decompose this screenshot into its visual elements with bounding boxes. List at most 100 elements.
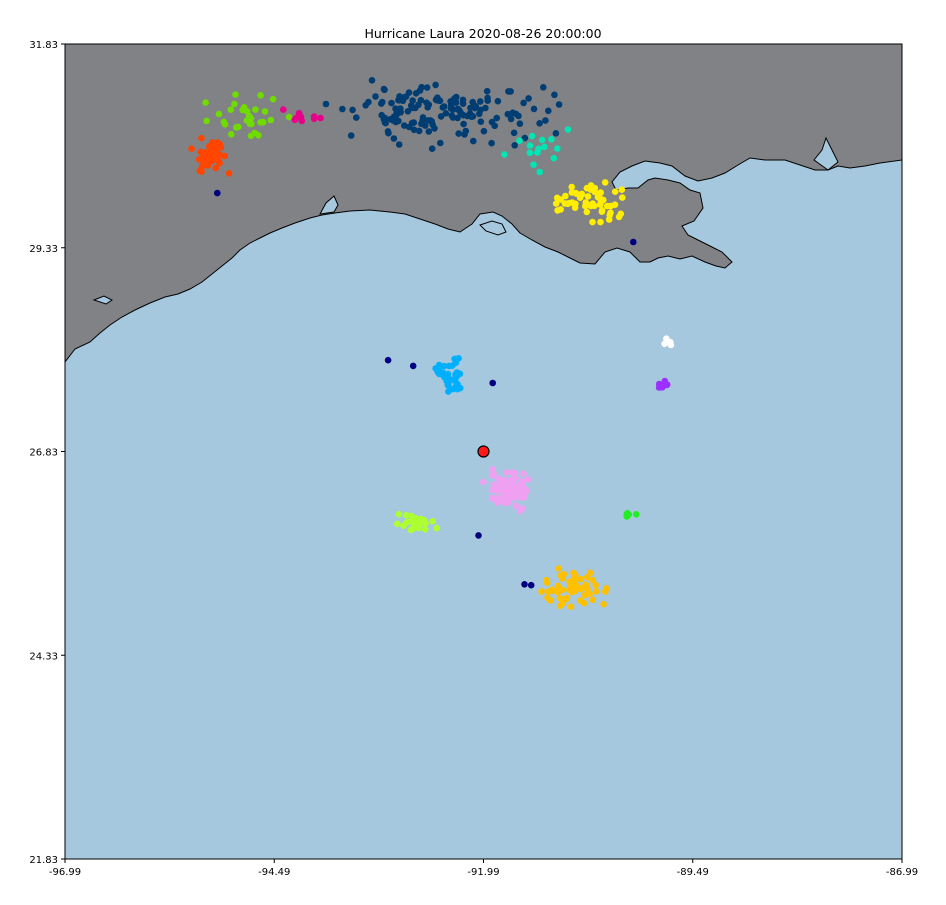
scatter-point-orange-red [204,162,212,169]
scatter-point-dark-blue [368,77,376,84]
scatter-point-chartreuse [231,100,238,108]
scatter-point-yellow [611,188,619,195]
scatter-point-dark-blue [349,106,356,114]
scatter-point-pink [503,495,511,502]
scatter-point-yellow [562,192,569,200]
scatter-point-dark-blue [454,114,461,122]
scatter-point-yellow-green [415,522,423,530]
scatter-point-dark-blue [493,114,501,122]
scatter-point-dark-blue [484,97,492,104]
y-tick-label: 24.33 [29,651,58,662]
scatter-point-chartreuse [285,113,293,121]
scatter-point-dark-blue [379,98,386,106]
scatter-point-white [661,340,668,348]
scatter-point-pink [517,479,525,487]
scatter-point-dark-blue [429,121,437,128]
scatter-point-dark-blue [483,87,491,95]
scatter-point-azure [454,385,461,393]
scatter-point-dark-blue [353,114,360,121]
scatter-point-dark-blue [395,141,403,148]
scatter-point-orange-red [212,164,220,172]
scatter-point-dark-blue [467,104,474,112]
scatter-point-amber [571,588,578,595]
scatter-point-navy [475,532,482,539]
scatter-point-amber [549,587,556,595]
scatter-point-orange-red [201,149,208,156]
scatter-point-amber [569,581,576,588]
scatter-point-pink [520,494,528,501]
scatter-point-azure [446,376,454,383]
scatter-point-dark-blue [408,119,416,127]
scatter-point-orange-red [214,144,222,152]
scatter-point-amber [577,575,584,583]
scatter-point-dark-blue [494,97,502,105]
scatter-point-dark-blue [442,110,450,117]
scatter-point-dark-blue [509,109,516,116]
scatter-point-aqua [554,145,561,152]
coastal-bay [319,195,339,215]
scatter-point-yellow [619,194,626,201]
scatter-point-dark-blue [477,98,484,105]
scatter-point-pink [516,489,524,497]
scatter-point-pink [503,469,510,476]
scatter-point-dark-blue [521,134,529,142]
scatter-point-dark-blue [488,139,495,147]
scatter-point-pink [496,486,504,493]
scatter-point-dark-blue [423,99,430,106]
scatter-point-yellow [557,196,564,203]
scatter-point-dark-blue [433,96,441,104]
scatter-point-orange-red [208,154,216,161]
scatter-point-dark-blue [390,113,398,120]
scatter-point-orange-red [215,157,222,165]
scatter-point-chartreuse [246,120,254,128]
scatter-point-yellow-green [421,526,429,533]
scatter-point-amber [592,581,599,589]
scatter-point-dark-blue [372,93,379,100]
x-tick-label: -86.99 [886,867,918,878]
scatter-point-pink [516,507,524,515]
scatter-point-azure [448,385,455,393]
coastal-bay [92,295,113,305]
scatter-point-orange-red [216,151,224,159]
scatter-point-navy [527,581,535,589]
scatter-point-pink [509,469,516,476]
scatter-point-dark-blue [507,88,514,95]
scatter-point-pink [480,478,487,486]
scatter-point-dark-blue [447,105,455,112]
scatter-point-dark-blue [482,104,489,112]
scatter-point-amber [589,576,597,584]
scatter-point-yellow-green [422,520,429,527]
scatter-point-dark-blue [388,99,395,107]
scatter-point-dark-blue [418,120,425,128]
scatter-point-dark-blue [457,109,465,116]
scatter-point-amber [556,594,564,602]
scatter-point-chartreuse [251,129,259,137]
scatter-point-yellow [584,193,592,200]
scatter-point-dark-blue [390,135,398,142]
scatter-point-azure [451,355,458,363]
scatter-point-chartreuse [267,116,275,124]
scatter-point-orange-red [195,156,203,163]
scatter-point-orange-red [198,134,205,142]
scatter-point-chartreuse [269,95,277,103]
x-tick-label: -94.49 [258,867,290,878]
scatter-point-amber [566,586,573,593]
scatter-point-chartreuse [257,92,264,99]
scatter-point-amber [563,595,570,603]
x-tick-label: -89.49 [677,867,709,878]
scatter-point-dark-blue [412,104,419,112]
scatter-point-dark-blue [552,130,560,137]
scatter-point-yellow [618,186,626,193]
scatter-point-amber [556,602,564,610]
scatter-point-purple [657,383,665,391]
scatter-point-dark-blue [402,93,410,100]
scatter-point-dark-blue [416,87,424,94]
scatter-point-dark-blue [472,102,480,110]
scatter-point-dark-blue [437,139,444,147]
scatter-point-orange-red [198,163,206,170]
scatter-point-dark-blue [511,142,518,149]
scatter-point-aqua [564,126,572,133]
scatter-point-navy [214,189,221,197]
scatter-point-orange-red [225,170,233,177]
